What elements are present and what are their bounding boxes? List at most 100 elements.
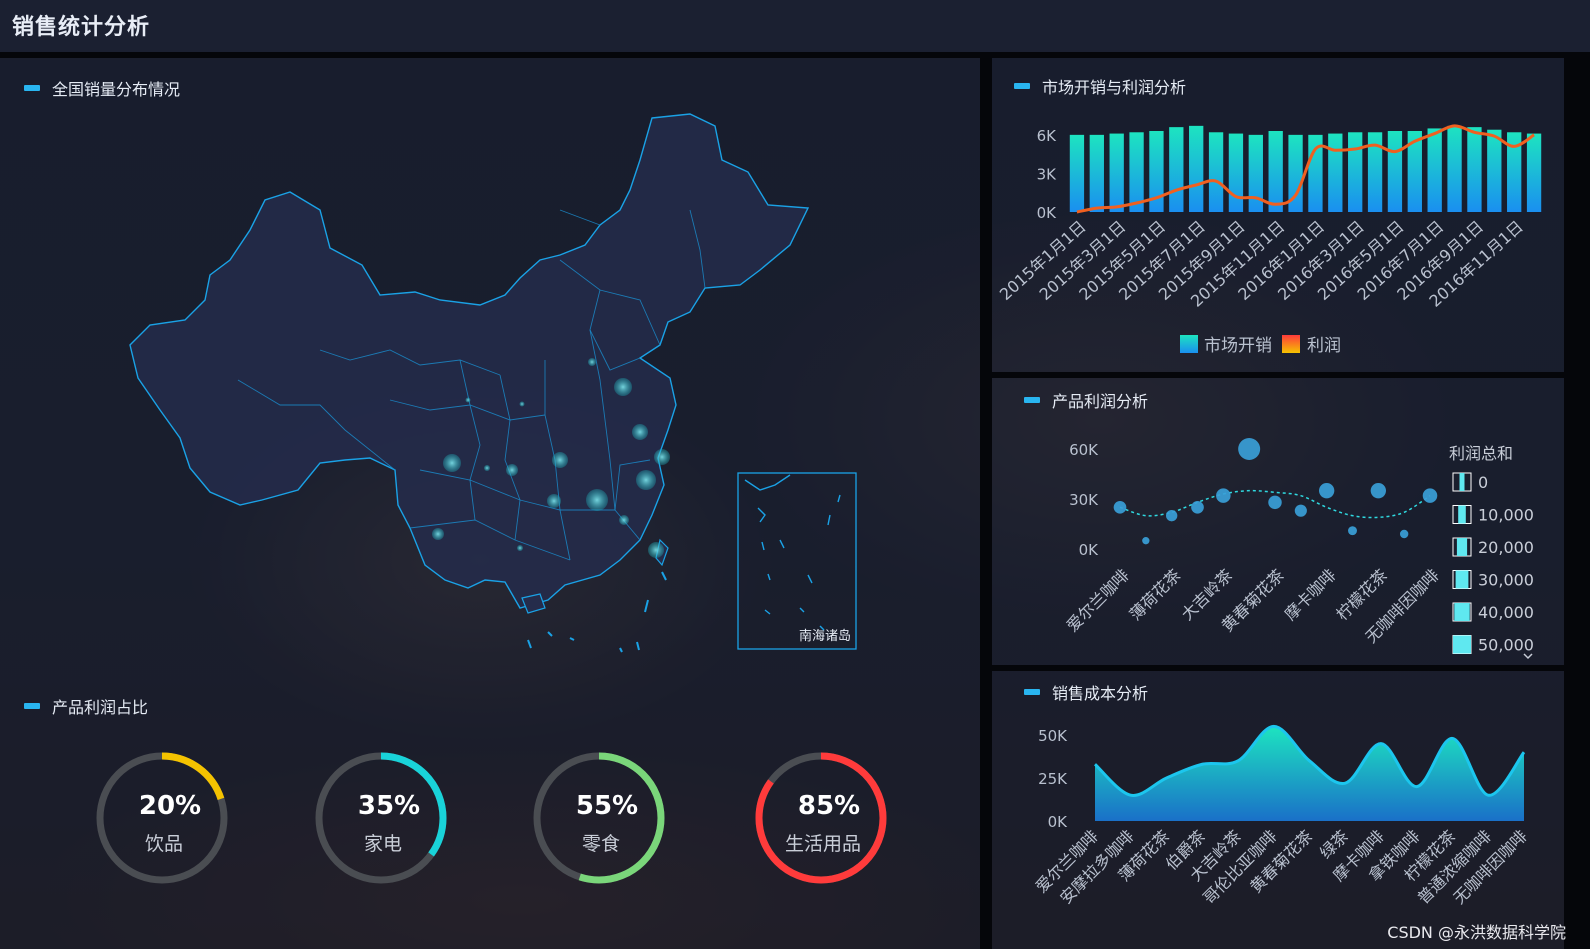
ratio-ring-2: 35% 家电 — [315, 752, 447, 884]
bar-market-expense[interactable] — [1348, 132, 1363, 212]
inset-label: 南海诸岛 — [799, 628, 851, 644]
legend-label-profit[interactable]: 利润 — [1307, 336, 1341, 356]
hainan-island[interactable] — [521, 593, 546, 614]
ring-progress — [755, 752, 887, 884]
title-marker-icon — [24, 703, 40, 709]
x-tick-label: 爱尔兰咖啡 — [1063, 565, 1133, 635]
market-panel-title: 市场开销与利润分析 — [1014, 74, 1186, 98]
size-legend-label: 50,000 — [1478, 636, 1534, 655]
y-tick-label: 0K — [1048, 813, 1069, 831]
y-tick-label: 25K — [1038, 770, 1068, 788]
map-bubbles — [432, 358, 670, 558]
scatter-point[interactable] — [1422, 488, 1438, 503]
title-marker-icon — [1014, 83, 1030, 89]
bar-market-expense[interactable] — [1447, 125, 1462, 212]
bar-market-expense[interactable] — [1367, 132, 1383, 212]
cost-panel: 销售成本分析 0K 25K 50K 爱尔兰咖啡 安摩拉多咖啡 薄荷花茶 伯爵茶 大吉岭茶 哥伦比… — [992, 671, 1564, 949]
market-panel: 市场开销与利润分析 0K 3K 6K 2015年1月1日 2015年3月1日 2015年5… — [992, 58, 1564, 372]
size-legend-fill — [1453, 635, 1471, 654]
ratio-ring-4: 85% 生活用品 — [755, 752, 887, 884]
chevron-down-icon[interactable] — [1523, 653, 1533, 660]
ring-progress — [533, 752, 665, 884]
bar-market-expense[interactable] — [1328, 133, 1343, 212]
bar-market-expense[interactable] — [1208, 132, 1224, 212]
y-tick-label: 50K — [1038, 727, 1068, 745]
scatter-point[interactable] — [1238, 438, 1261, 460]
bar-market-expense[interactable] — [1487, 129, 1502, 212]
bar-market-expense[interactable] — [1149, 131, 1164, 212]
scatter-point[interactable] — [1191, 501, 1204, 514]
y-tick-label: 60K — [1069, 441, 1099, 459]
bar-market-expense[interactable] — [1248, 134, 1263, 212]
size-legend-label: 0 — [1478, 473, 1488, 492]
ring-percent: 20% — [139, 791, 201, 821]
bar-market-expense[interactable] — [1407, 131, 1422, 212]
bar-market-expense[interactable] — [1228, 133, 1244, 212]
size-legend-label: 10,000 — [1478, 506, 1534, 525]
ratio-panel-title: 产品利润占比 — [24, 694, 148, 718]
cost-chart[interactable]: 0K25K50K爱尔兰咖啡安摩拉多咖啡薄荷花茶伯爵茶大吉岭茶哥伦比亚咖啡黄春菊花… — [992, 671, 1564, 949]
top-bar: 销售统计分析 — [0, 0, 1590, 58]
size-legend-title: 利润总和 — [1449, 444, 1513, 463]
scatter-point[interactable] — [1166, 510, 1178, 522]
area-line[interactable] — [1093, 724, 1526, 797]
ring-percent: 85% — [798, 791, 860, 821]
scatter-point[interactable] — [1216, 488, 1231, 503]
south-sea-dashes — [527, 571, 667, 653]
x-tick-label: 薄荷花茶 — [1126, 565, 1185, 624]
y-tick-label: 6K — [1037, 127, 1058, 145]
legend-swatch-expense[interactable] — [1180, 335, 1198, 353]
bar-market-expense[interactable] — [1109, 133, 1124, 212]
size-legend-fill — [1455, 570, 1469, 589]
bar-market-expense[interactable] — [1268, 131, 1283, 212]
legend-swatch-profit[interactable] — [1282, 335, 1300, 353]
scatter-point[interactable] — [1319, 483, 1335, 499]
size-legend-label: 20,000 — [1478, 538, 1534, 557]
bar-market-expense[interactable] — [1189, 125, 1204, 212]
cost-panel-title: 销售成本分析 — [1024, 680, 1148, 704]
bar-market-expense[interactable] — [1169, 127, 1184, 212]
bar-market-expense[interactable] — [1069, 134, 1085, 212]
bar-market-expense[interactable] — [1387, 131, 1403, 212]
ring-label: 饮品 — [145, 833, 183, 855]
bar-market-expense[interactable] — [1507, 132, 1522, 212]
bar-market-expense[interactable] — [1129, 132, 1144, 212]
ring-label: 家电 — [364, 833, 402, 855]
size-legend-label: 40,000 — [1478, 603, 1534, 622]
scatter-point[interactable] — [1348, 526, 1357, 536]
size-legend-label: 30,000 — [1478, 571, 1534, 590]
scatter-point[interactable] — [1142, 537, 1150, 545]
scatter-point[interactable] — [1294, 504, 1307, 517]
ratio-ring-3: 55% 零食 — [533, 752, 665, 884]
scatter-point[interactable] — [1399, 529, 1409, 539]
profit-chart[interactable]: 0K30K60K爱尔兰咖啡薄荷花茶大吉岭茶黄春菊花茶摩卡咖啡柠檬花茶无咖啡因咖啡… — [992, 378, 1564, 665]
china-map[interactable]: 南海诸岛 — [0, 60, 980, 949]
x-tick-label: 摩卡咖啡 — [1281, 565, 1340, 624]
bar-market-expense[interactable] — [1467, 127, 1482, 212]
ring-progress — [96, 752, 228, 884]
market-chart[interactable]: 0K3K6K2015年1月1日2015年3月1日2015年5月1日2015年7月… — [992, 58, 1564, 372]
bar-market-expense[interactable] — [1288, 134, 1303, 212]
area-fill[interactable] — [1095, 726, 1524, 821]
legend-label-expense[interactable]: 市场开销 — [1204, 336, 1272, 356]
bar-market-expense[interactable] — [1427, 128, 1442, 212]
inset-islands — [744, 474, 841, 631]
line-profit[interactable] — [1076, 124, 1535, 214]
scatter-point[interactable] — [1268, 495, 1282, 510]
scatter-point[interactable] — [1370, 483, 1386, 499]
app-title: 销售统计分析 — [12, 15, 151, 40]
ratio-ring-1: 20% 饮品 — [96, 752, 228, 884]
ring-percent: 55% — [576, 791, 638, 821]
divider-h1 — [992, 372, 1564, 378]
divider-vertical — [980, 58, 992, 949]
ring-percent: 35% — [358, 791, 420, 821]
bar-market-expense[interactable] — [1526, 133, 1542, 212]
bar-market-expense[interactable] — [1089, 134, 1104, 212]
ring-label: 生活用品 — [785, 833, 861, 855]
ring-progress — [315, 752, 447, 884]
y-tick-label: 30K — [1069, 491, 1099, 509]
watermark: CSDN @永洪数据科学院 — [1387, 923, 1566, 942]
size-legend-fill — [1458, 505, 1466, 524]
map-landmass[interactable] — [129, 113, 810, 609]
scatter-point[interactable] — [1113, 501, 1127, 514]
